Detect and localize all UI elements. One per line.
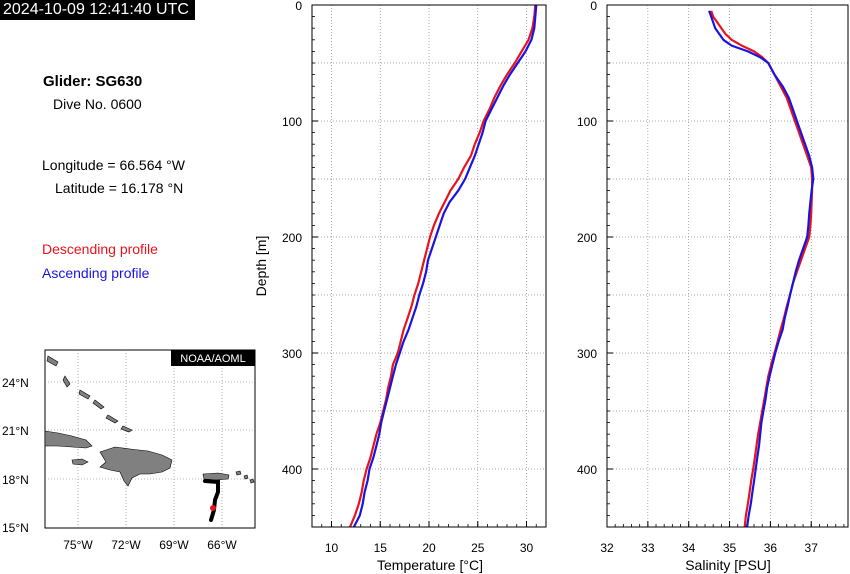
salinity-x-tick-label: 35 [723, 541, 737, 555]
salinity-y-tick-label: 200 [577, 231, 597, 245]
temperature-x-axis-title: Temperature [°C] [377, 557, 483, 573]
map-lat-label: 21°N [2, 424, 29, 438]
map-credit-box [171, 350, 255, 366]
salinity-x-tick-label: 34 [682, 541, 696, 555]
glider-position-marker [210, 505, 216, 511]
salinity-plot: 32 33 34 35 36 37 0 100 200 300 400 Salinity [PSU… [577, 0, 849, 573]
dive-number: Dive No. 0600 [53, 96, 142, 112]
map-lon-labels: 75°W 72°W 69°W 66°W [63, 538, 237, 552]
temperature-x-tick-labels: 10 15 20 25 30 [325, 541, 534, 555]
map-lat-label: 18°N [2, 473, 29, 487]
temperature-x-tick-label: 25 [471, 541, 485, 555]
salinity-x-tick-label: 36 [764, 541, 778, 555]
temperature-y-tick-label: 100 [282, 115, 302, 129]
temperature-y-axis-title: Depth [m] [253, 236, 269, 297]
temperature-x-tick-label: 30 [520, 541, 534, 555]
map-lon-label: 69°W [159, 538, 189, 552]
salinity-series [708, 10, 815, 528]
latitude-readout: Latitude = 16.178 °N [55, 180, 184, 196]
longitude-readout: Longitude = 66.564 °W [42, 157, 185, 173]
map-lat-label: 15°N [2, 521, 29, 535]
salinity-y-tick-label: 300 [577, 347, 597, 361]
map-land [44, 355, 255, 487]
temperature-descending-line [348, 4, 537, 528]
map-inset: NOAA/AOML 24°N 21°N 18°N 15°N 75°W 72°W … [2, 349, 256, 552]
map-lat-label: 24°N [2, 376, 29, 390]
legend-descending: Descending profile [42, 241, 158, 257]
map-lon-label: 75°W [63, 538, 93, 552]
temperature-y-tick-label: 0 [295, 0, 302, 13]
legend-ascending: Ascending profile [42, 265, 150, 281]
map-credit: NOAA/AOML [180, 353, 245, 365]
glider-track [203, 479, 220, 522]
temperature-y-tick-label: 400 [282, 463, 302, 477]
map-lon-label: 72°W [111, 538, 141, 552]
salinity-plot-frame [606, 4, 849, 528]
salinity-x-tick-label: 33 [641, 541, 655, 555]
temperature-series [348, 4, 538, 528]
salinity-y-tick-labels: 0 100 200 300 400 [577, 0, 597, 477]
temperature-plot-frame [311, 4, 547, 528]
salinity-x-tick-label: 32 [600, 541, 614, 555]
temperature-y-tick-label: 300 [282, 347, 302, 361]
salinity-x-tick-label: 37 [805, 541, 819, 555]
salinity-ascending-line [708, 10, 815, 528]
salinity-y-tick-label: 100 [577, 115, 597, 129]
temperature-y-tick-label: 200 [282, 231, 302, 245]
timestamp-label: 2024-10-09 12:41:40 UTC [0, 0, 195, 20]
temperature-x-tick-label: 10 [325, 541, 339, 555]
map-lat-labels: 24°N 21°N 18°N 15°N [2, 376, 29, 535]
salinity-ticks [606, 4, 845, 528]
temperature-grid [312, 5, 546, 528]
temperature-ascending-line [352, 4, 538, 528]
salinity-y-tick-label: 0 [590, 0, 597, 13]
salinity-grid [606, 5, 848, 528]
map-lon-label: 66°W [207, 538, 237, 552]
temperature-y-tick-labels: 0 100 200 300 400 [282, 0, 302, 477]
temperature-x-tick-label: 20 [422, 541, 436, 555]
temperature-plot: 10 15 20 25 30 0 100 200 300 400 Temperature [°C… [253, 0, 547, 573]
glider-title: Glider: SG630 [43, 73, 143, 90]
temperature-x-tick-label: 15 [374, 541, 388, 555]
salinity-y-tick-label: 400 [577, 463, 597, 477]
salinity-x-axis-title: Salinity [PSU] [685, 557, 771, 573]
salinity-x-tick-labels: 32 33 34 35 36 37 [600, 541, 818, 555]
glider-track-line [203, 479, 220, 522]
